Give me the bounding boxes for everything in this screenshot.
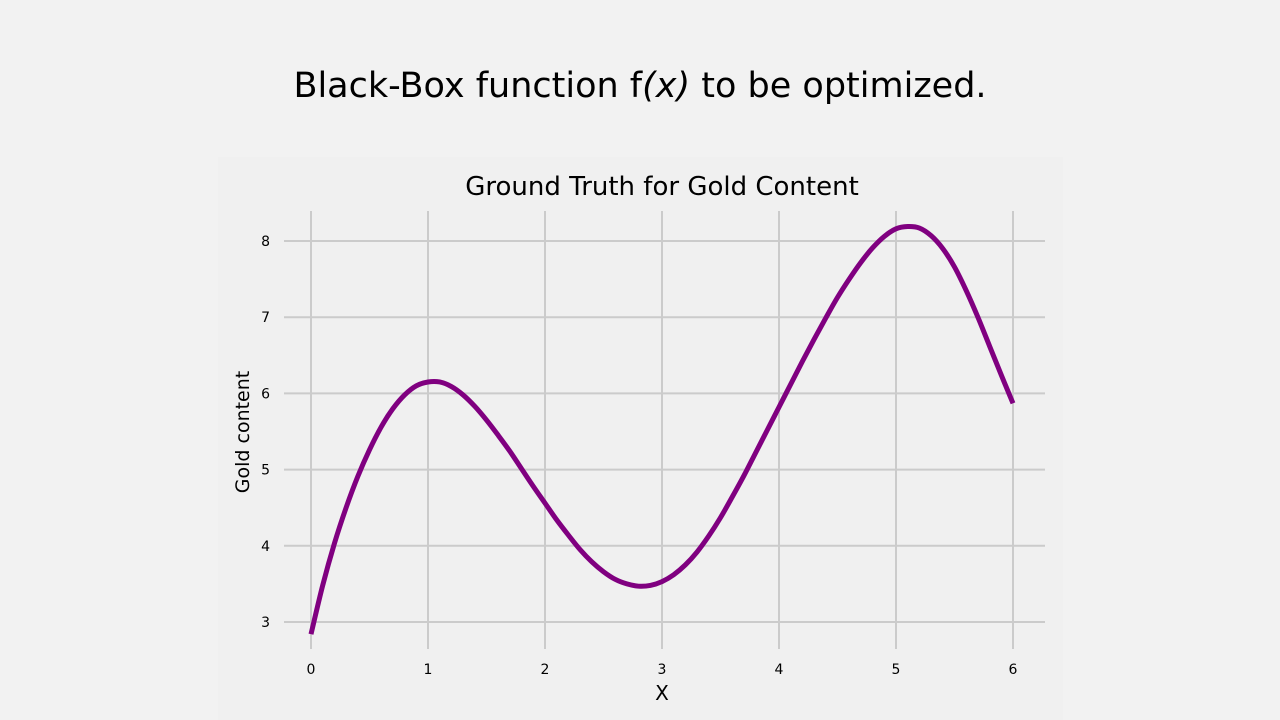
y-tick-label-4: 4 (261, 539, 270, 555)
y-tick-label-3: 3 (261, 615, 270, 631)
x-axis-label: X (655, 681, 669, 705)
slide-title-suffix: to be optimized. (690, 66, 987, 106)
slide-title-prefix: Black-Box function f (293, 66, 643, 106)
y-axis-label: Gold content (232, 371, 254, 493)
slide-title: Black-Box function f(x) to be optimized. (0, 62, 1280, 110)
series-line-0 (308, 223, 1016, 635)
x-tick-label-6: 6 (1009, 662, 1018, 678)
y-tick-label-5: 5 (261, 463, 270, 479)
grid (284, 211, 1045, 649)
x-tick-label-1: 1 (424, 662, 433, 678)
x-tick-label-5: 5 (892, 662, 901, 678)
gold-content-chart: Ground Truth for Gold Content 0 1 2 3 4 5 6 3 4 5… (232, 172, 1045, 705)
chart-title: Ground Truth for Gold Content (465, 172, 859, 202)
tick-labels: 0 1 2 3 4 5 6 3 4 5 6 7 8 (261, 234, 1017, 678)
x-tick-label-2: 2 (541, 662, 550, 678)
x-tick-label-0: 0 (307, 662, 316, 678)
y-tick-label-8: 8 (261, 234, 270, 250)
x-tick-label-4: 4 (775, 662, 784, 678)
chart-panel: Ground Truth for Gold Content 0 1 2 3 4 5 6 3 4 5… (218, 157, 1063, 720)
series-layer (308, 223, 1016, 635)
y-tick-label-7: 7 (261, 310, 270, 326)
y-tick-label-6: 6 (261, 386, 270, 402)
slide-title-func-arg: (x) (642, 66, 691, 106)
x-tick-label-3: 3 (658, 662, 667, 678)
